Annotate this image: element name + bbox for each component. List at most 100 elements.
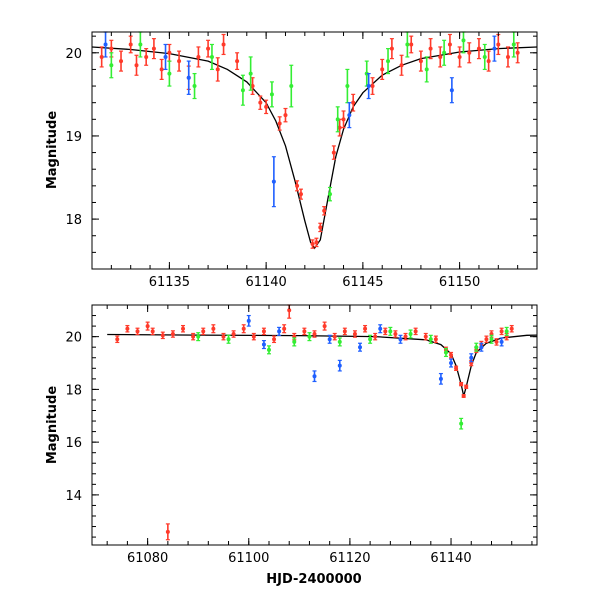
data-point [418,50,423,72]
data-point [509,324,514,333]
data-point [266,345,271,355]
data-point [424,56,429,83]
data-point [302,327,307,336]
data-point [298,188,303,200]
data-point [383,327,388,336]
data-point [366,72,371,100]
top-y-axis-title: Magnitude [45,111,60,190]
top-model-curve [91,46,538,250]
data-point [177,50,182,72]
data-point [292,337,297,347]
data-point [167,43,172,62]
data-point [341,110,346,129]
data-point [231,330,236,338]
bottom-data-points [115,304,514,541]
y-tick-label: 20 [65,331,82,346]
top-plot-frame [91,31,538,270]
y-tick-label: 20 [65,47,82,62]
data-point [211,324,216,334]
data-point [438,46,443,68]
data-point [433,335,438,344]
data-point [261,340,266,350]
data-point [499,337,504,347]
data-point [312,370,317,383]
data-point [479,342,484,352]
data-point [150,327,155,336]
x-tick-label: 61120 [329,551,370,566]
data-point [447,33,452,56]
data-point [196,46,201,68]
data-point [99,46,104,68]
data-point [163,43,168,71]
data-point [332,332,337,341]
data-point [408,329,413,339]
bottom-panel: 61080 61100 61120 61140 14 16 18 20 Magnitude H… [45,304,538,587]
data-point [459,417,464,430]
data-point [327,334,332,344]
data-point [409,35,414,54]
data-point [370,77,375,95]
data-point [165,523,170,541]
data-point [492,35,497,62]
data-point [215,57,220,82]
data-point [393,330,398,338]
y-tick-label: 18 [65,213,82,228]
data-point [474,342,479,352]
data-point [251,332,256,341]
data-point [269,81,274,108]
data-point [499,327,504,336]
data-point [386,48,391,75]
data-point [241,324,246,334]
data-point [144,48,149,66]
data-point [310,239,315,249]
data-point [327,186,332,202]
data-point [201,327,206,336]
data-point [331,145,336,160]
data-point [125,324,130,333]
data-point [449,358,454,368]
data-point [438,372,443,385]
data-point [486,50,491,72]
data-point [388,326,393,336]
data-point [423,332,428,341]
data-point [335,106,340,133]
data-point [312,330,317,338]
data-point [138,31,143,58]
data-point [318,222,323,233]
data-point [345,68,350,104]
data-point [368,334,373,344]
data-point [314,237,319,248]
data-point [271,156,276,208]
data-point [248,56,253,91]
x-tick-label: 61080 [127,551,168,566]
data-point [283,107,288,123]
data-point [307,332,312,342]
top-axis-ticks: 61135 61140 61145 61150 18 19 20 [65,32,538,290]
data-point [277,326,282,336]
data-point [240,74,245,106]
data-point [489,334,494,344]
data-point [282,324,287,334]
data-point [442,39,447,66]
data-point [494,338,499,346]
data-point [151,38,156,60]
data-point [467,42,472,64]
data-point [484,335,489,344]
data-point [398,334,403,344]
data-point [496,33,501,56]
data-point [145,321,150,331]
data-point [515,42,520,64]
data-point [389,38,394,60]
y-tick-label: 14 [65,489,82,504]
data-point [505,46,510,68]
data-point [261,327,266,336]
data-point [221,332,226,341]
data-point [378,324,383,334]
y-tick-label: 16 [65,436,82,451]
y-tick-label: 18 [65,383,82,398]
data-point [235,52,240,71]
data-point [289,64,294,108]
data-point [347,102,352,129]
x-tick-label: 61100 [228,551,269,566]
data-point [457,46,462,68]
